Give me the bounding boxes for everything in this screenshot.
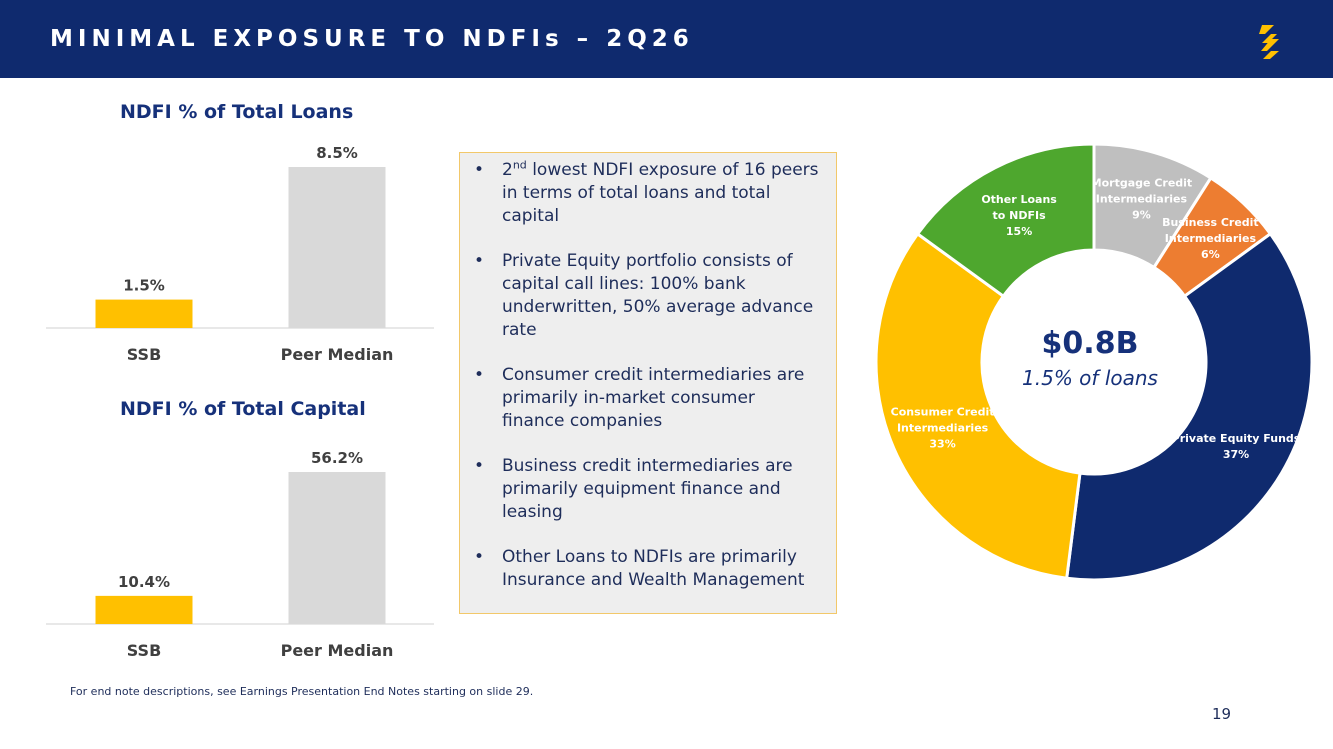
bullet-prefix: 2 (502, 160, 513, 180)
slice-percent: 15% (1006, 225, 1032, 238)
slice-percent: 6% (1201, 248, 1220, 261)
slice-label: Business Credit (1162, 216, 1259, 229)
bullet-text: Business credit intermediaries are prima… (502, 456, 793, 522)
bullet-item: • Business credit intermediaries are prim… (474, 455, 822, 524)
bullet-item: • Private Equity portfolio consists of ca… (474, 250, 822, 342)
bar-value-label: 1.5% (123, 277, 165, 295)
slice-label: Intermediaries (897, 422, 989, 435)
bullet-text: lowest NDFI exposure of 16 peers in term… (502, 160, 819, 226)
slice-label: Consumer Credit (891, 406, 995, 419)
slice-label: Private Equity Funds (1172, 432, 1301, 445)
loans-bar-chart: 1.5% SSB 8.5% Peer Median (46, 144, 434, 364)
category-label: SSB (127, 641, 162, 660)
bullet-text: Other Loans to NDFIs are primarily Insur… (502, 547, 805, 590)
bar-value-label: 8.5% (316, 144, 358, 162)
bar-value-label: 56.2% (311, 449, 363, 467)
bullet-dot-icon: • (474, 547, 485, 567)
category-label: Peer Median (281, 641, 394, 660)
donut-slice-4 (915, 142, 1096, 299)
bullet-text: Consumer credit intermediaries are prima… (502, 365, 805, 431)
slide-header: MINIMAL EXPOSURE TO NDFIs – 2Q26 (0, 0, 1333, 78)
bar-1 (288, 167, 386, 328)
slice-label: Mortgage Credit (1091, 177, 1193, 190)
bullet-item: • Consumer credit intermediaries are prim… (474, 364, 822, 433)
donut-center-value: $0.8B (1041, 326, 1139, 361)
bullet-item: • Other Loans to NDFIs are primarily Insu… (474, 546, 822, 592)
bar-value-label: 10.4% (118, 573, 170, 591)
bullet-superscript: nd (512, 158, 527, 172)
capital-bar-chart: 10.4% SSB 56.2% Peer Median (46, 449, 434, 660)
category-label: Peer Median (281, 345, 394, 364)
bullet-list: • 2nd lowest NDFI exposure of 16 peers in… (460, 153, 836, 592)
bullet-text: Private Equity portfolio consists of cap… (502, 251, 814, 340)
page-number: 19 (1212, 705, 1232, 723)
bar-1 (288, 472, 386, 624)
category-label: SSB (127, 345, 162, 364)
bullet-box: • 2nd lowest NDFI exposure of 16 peers in… (459, 152, 837, 614)
bullet-dot-icon: • (474, 251, 485, 271)
slice-percent: 33% (929, 438, 955, 451)
donut-slice-2 (1065, 231, 1314, 582)
bullet-item: • 2nd lowest NDFI exposure of 16 peers in… (474, 159, 822, 228)
slice-label: Other Loans (981, 193, 1057, 206)
donut-slice-3 (874, 231, 1082, 580)
slice-label: to NDFIs (993, 209, 1047, 222)
ssb-s-logo-icon (1259, 25, 1279, 59)
loans-chart-title: NDFI % of Total Loans (120, 101, 354, 123)
slide-title: MINIMAL EXPOSURE TO NDFIs – 2Q26 (50, 26, 694, 52)
bullet-dot-icon: • (474, 160, 485, 180)
slice-percent: 37% (1223, 448, 1249, 461)
bar-0 (95, 595, 193, 624)
bullet-dot-icon: • (474, 456, 485, 476)
capital-chart-title: NDFI % of Total Capital (120, 398, 366, 420)
bar-0 (95, 299, 193, 328)
footnote: For end note descriptions, see Earnings … (70, 685, 534, 698)
bullet-dot-icon: • (474, 365, 485, 385)
donut-center-subtitle: 1.5% of loans (1022, 366, 1158, 390)
slice-label: Intermediaries (1165, 232, 1257, 245)
slice-label: Intermediaries (1096, 193, 1188, 206)
slice-percent: 9% (1132, 209, 1151, 222)
ndfi-donut-chart: Mortgage Credit Intermediaries 9% Business … (874, 142, 1314, 582)
